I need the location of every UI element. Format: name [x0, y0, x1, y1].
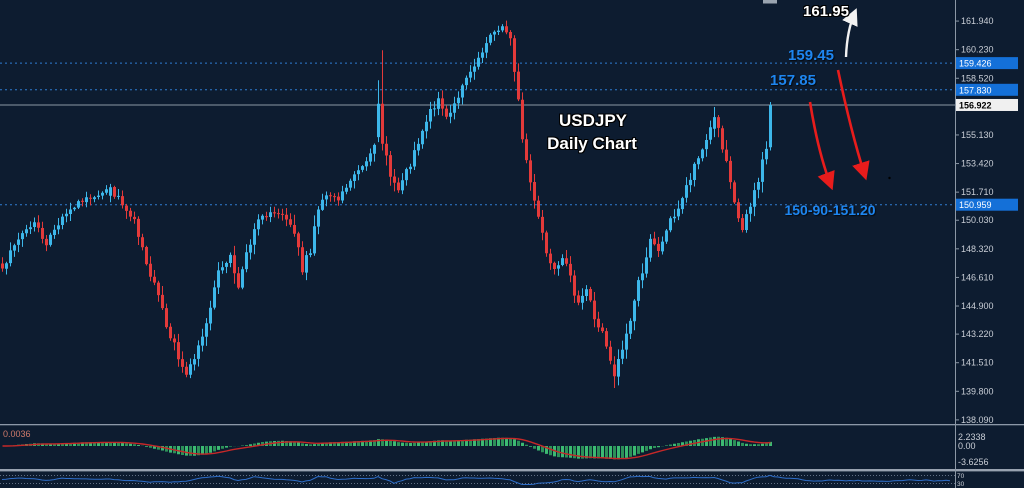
- macd-panel: [0, 424, 1024, 460]
- svg-text:30: 30: [957, 481, 965, 488]
- svg-text:151.710: 151.710: [961, 187, 994, 197]
- svg-text:150.959: 150.959: [959, 200, 992, 210]
- price-axis[interactable]: 161.940 160.230 158.520 155.130 153.420 151.7…: [955, 0, 994, 488]
- macd-current-value: 0.0036: [3, 429, 31, 439]
- resistance-label-157-85: 157.85: [770, 72, 816, 89]
- resistance-label-159-45: 159.45: [788, 47, 834, 64]
- support-zone-label: 150-90-151.20: [784, 202, 876, 218]
- up-arrow-icon: [842, 8, 858, 58]
- svg-text:146.610: 146.610: [961, 272, 994, 282]
- svg-text:141.510: 141.510: [961, 358, 994, 368]
- svg-text:150.030: 150.030: [961, 215, 994, 225]
- svg-text:139.800: 139.800: [961, 386, 994, 396]
- arrows: [763, 0, 891, 191]
- svg-text:-3.6256: -3.6256: [958, 457, 989, 467]
- svg-text:156.922: 156.922: [959, 100, 992, 110]
- level-lines: [0, 62, 955, 206]
- svg-text:143.220: 143.220: [961, 329, 994, 339]
- down-arrow-icon: [836, 69, 870, 181]
- svg-text:2.2338: 2.2338: [958, 432, 986, 442]
- svg-text:144.900: 144.900: [961, 301, 994, 311]
- svg-text:70: 70: [957, 473, 965, 480]
- svg-text:158.520: 158.520: [961, 73, 994, 83]
- resistance-label-161-95: 161.95: [803, 3, 849, 20]
- timeframe-watermark: Daily Chart: [547, 134, 637, 153]
- svg-text:148.320: 148.320: [961, 244, 994, 254]
- svg-text:160.230: 160.230: [961, 45, 994, 55]
- down-arrow-icon: [808, 101, 835, 191]
- svg-text:157.830: 157.830: [959, 85, 992, 95]
- candles: [1, 20, 772, 388]
- symbol-watermark: USDJPY: [558, 111, 628, 130]
- scroll-position-marker[interactable]: [763, 0, 777, 4]
- svg-text:159.426: 159.426: [959, 59, 992, 69]
- cursor-dot: [888, 176, 891, 180]
- svg-text:0.00: 0.00: [958, 441, 976, 451]
- svg-text:155.130: 155.130: [961, 130, 994, 140]
- price-boxes: 159.426 157.830 156.922 150.959: [956, 57, 1018, 211]
- svg-text:153.420: 153.420: [961, 159, 994, 169]
- svg-text:138.090: 138.090: [961, 415, 994, 425]
- svg-text:161.940: 161.940: [961, 16, 994, 26]
